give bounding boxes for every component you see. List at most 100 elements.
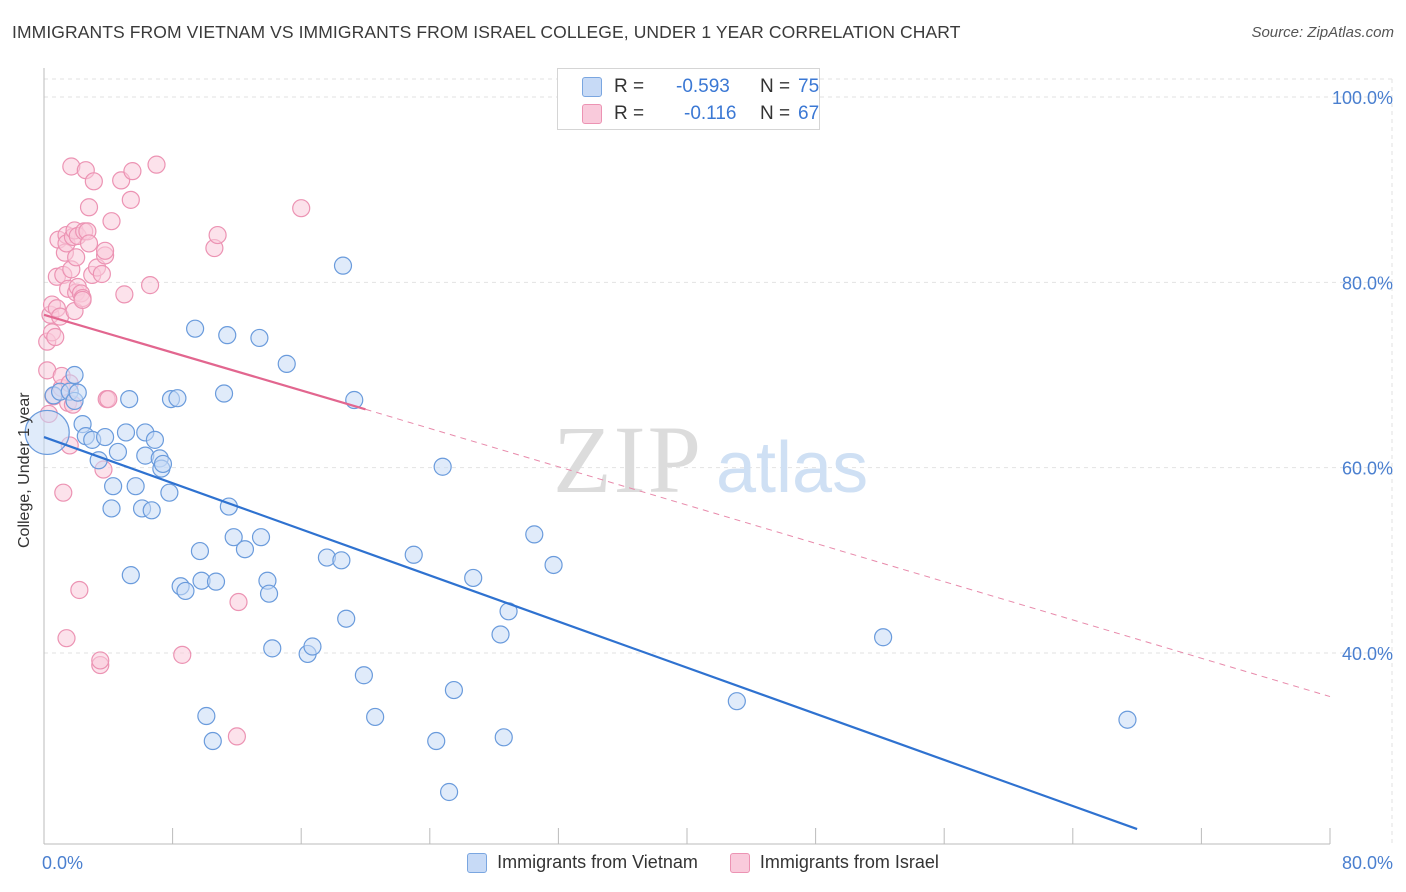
y-tick-label: 100.0%	[1332, 88, 1393, 108]
vietnam-point	[303, 637, 322, 656]
trend-lines	[43, 313, 1331, 831]
israel-point	[229, 592, 248, 612]
vietnam-point	[544, 555, 563, 575]
y-tick-label: 80.0%	[1342, 273, 1393, 293]
vietnam-point	[494, 728, 513, 747]
vietnam-point	[874, 628, 893, 647]
vietnam-point	[491, 625, 510, 644]
vietnam-point	[142, 501, 161, 520]
vietnam-point	[176, 581, 195, 601]
chart-title: IMMIGRANTS FROM VIETNAM VS IMMIGRANTS FR…	[12, 22, 961, 42]
legend-swatch-israel	[729, 852, 750, 873]
legend-item-israel[interactable]: Immigrants from Israel	[729, 852, 939, 873]
stats-n-value: 67	[798, 103, 820, 124]
israel-trend-line	[43, 313, 366, 411]
israel-point	[54, 483, 73, 502]
vietnam-point	[251, 528, 271, 547]
israel-point	[121, 190, 140, 209]
vietnam-point	[120, 389, 139, 409]
vietnam-point	[404, 545, 423, 564]
israel-trend-extension	[365, 408, 1331, 698]
vietnam-point	[108, 442, 128, 462]
israel-point	[70, 580, 89, 600]
series-israel-points	[38, 155, 311, 746]
vietnam-point	[525, 525, 544, 544]
israel-point	[147, 155, 166, 174]
vietnam-point	[1118, 710, 1137, 729]
vietnam-point	[366, 707, 385, 727]
tick-labels: 100.0% 80.0% 60.0% 40.0% 0.0% 80.0%	[42, 88, 1393, 873]
israel-point	[91, 651, 110, 670]
stats-r-value: -0.593	[676, 76, 730, 97]
israel-point	[79, 234, 99, 253]
israel-point	[173, 645, 192, 664]
legend-swatch-vietnam	[467, 852, 488, 873]
israel-point	[57, 629, 76, 648]
vietnam-point	[444, 680, 464, 700]
stats-r-value: -0.116	[684, 103, 737, 124]
watermark-zip: ZIP	[553, 406, 703, 513]
vietnam-point	[214, 384, 234, 403]
vietnam-point	[95, 427, 115, 447]
vietnam-point	[116, 423, 136, 442]
legend-label-vietnam: Immigrants from Vietnam	[497, 852, 698, 872]
israel-point	[227, 727, 246, 746]
vietnam-point	[259, 584, 279, 603]
stats-n-label: N =	[760, 103, 791, 124]
vietnam-point	[68, 383, 87, 402]
bottom-legend: Immigrants from Vietnam Immigrants from …	[0, 852, 1406, 873]
legend-item-vietnam[interactable]: Immigrants from Vietnam	[467, 852, 698, 873]
vietnam-point	[160, 483, 179, 502]
vietnam-point	[203, 731, 222, 751]
vietnam-point	[427, 731, 446, 751]
israel-point	[102, 212, 121, 231]
vietnam-point	[153, 454, 173, 474]
vietnam-point	[218, 326, 237, 345]
israel-point	[123, 162, 142, 181]
stats-swatch-blue	[582, 77, 602, 97]
vietnam-point	[190, 541, 210, 561]
vietnam-point	[121, 566, 140, 585]
israel-point	[292, 199, 311, 218]
y-tick-label: 60.0%	[1342, 459, 1393, 479]
israel-point	[208, 225, 227, 245]
series-vietnam-points	[24, 256, 1137, 802]
israel-point	[140, 276, 160, 295]
vietnam-point	[186, 319, 205, 338]
stats-r-label: R =	[614, 76, 645, 97]
israel-point	[73, 290, 92, 310]
watermark: ZIP atlas	[553, 406, 868, 513]
vietnam-point	[277, 354, 296, 373]
israel-point	[115, 285, 134, 304]
vietnam-point	[439, 782, 459, 802]
stats-r-label: R =	[614, 103, 645, 124]
y-axis-label: College, Under 1 year	[16, 392, 33, 548]
source-label: Source: ZipAtlas.com	[1251, 24, 1394, 41]
vietnam-point	[197, 706, 216, 726]
x-tick-label: 80.0%	[1342, 853, 1393, 873]
israel-point	[95, 241, 115, 260]
stats-n-value: 75	[798, 76, 820, 97]
vietnam-point	[102, 499, 121, 518]
vietnam-point	[168, 389, 187, 408]
vietnam-point	[65, 365, 84, 385]
stats-swatch-pink	[582, 104, 602, 124]
vietnam-point	[250, 328, 269, 348]
vietnam-point	[145, 430, 165, 449]
vietnam-point	[24, 409, 70, 456]
legend-label-israel: Immigrants from Israel	[759, 852, 939, 872]
vietnam-point	[126, 477, 145, 496]
stats-n-label: N =	[760, 76, 791, 97]
stats-legend: R = -0.593 N = 75 R = -0.116 N = 67	[557, 68, 820, 130]
israel-point	[84, 172, 103, 191]
israel-point	[99, 389, 118, 409]
israel-point	[92, 264, 111, 284]
vietnam-point	[104, 477, 123, 496]
israel-point	[67, 248, 86, 267]
x-tick-label: 0.0%	[42, 853, 83, 873]
vietnam-point	[433, 457, 452, 476]
israel-point	[79, 198, 99, 217]
vietnam-point	[333, 256, 353, 275]
vietnam-point	[337, 609, 356, 628]
